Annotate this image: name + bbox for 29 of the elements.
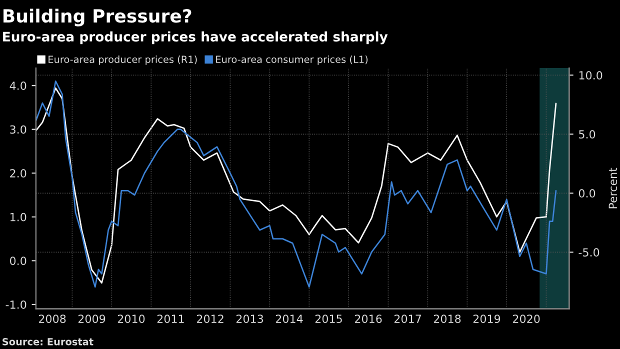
- chart-title: Building Pressure?: [4, 8, 192, 26]
- y2-tick-label: -5.0: [578, 248, 600, 257]
- source-note: Source: Eurostat: [2, 338, 94, 346]
- x-tick-label: 2009: [78, 314, 106, 324]
- x-tick-label: 2011: [157, 314, 184, 324]
- x-tick-label: 2012: [196, 314, 224, 324]
- y2-tick-label: 5.0: [579, 130, 596, 139]
- y2-tick-label: 10.0: [579, 71, 602, 80]
- x-tick-label: 2016: [354, 314, 382, 324]
- x-tick-label: 2017: [394, 314, 421, 324]
- y-tick-label: 2.0: [10, 169, 26, 178]
- y-tick-label: 3.0: [10, 125, 26, 134]
- chart-subtitle: Euro-area producer prices have accelerated sharply: [3, 31, 388, 44]
- y-tick-label: 1.0: [10, 212, 26, 222]
- x-tick-label: 2020: [513, 314, 540, 324]
- x-tick-label: 2019: [473, 314, 500, 324]
- x-tick-label: 2008: [38, 314, 66, 324]
- y-tick-label: -1.0: [6, 300, 26, 309]
- x-tick-label: 2018: [434, 314, 461, 324]
- y2-axis-title: Percent: [608, 168, 618, 208]
- y-tick-label: 0.0: [10, 256, 26, 266]
- x-tick-label: 2014: [276, 314, 303, 324]
- x-tick-label: 2015: [315, 314, 342, 324]
- x-tick-label: 2010: [118, 314, 145, 324]
- x-tick-label: 2013: [236, 314, 264, 324]
- legend-label: Euro-area consumer prices (L1): [216, 55, 368, 65]
- legend-label: Euro-area producer prices (R1): [48, 55, 197, 65]
- y2-tick-label: 0.0: [578, 189, 596, 198]
- y-tick-label: 4.0: [10, 82, 26, 90]
